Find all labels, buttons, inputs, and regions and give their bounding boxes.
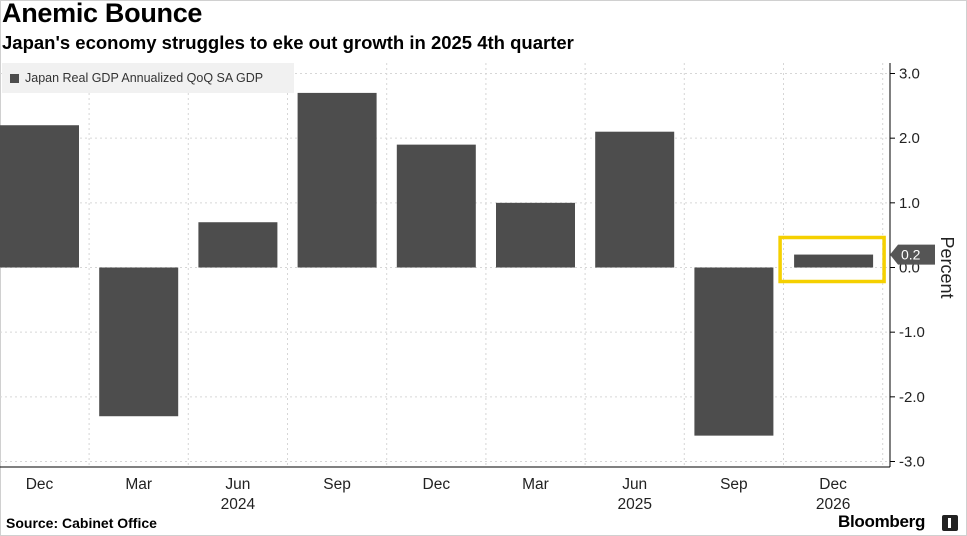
x-tick-label-7: Sep: [720, 476, 748, 493]
y-axis-label: Percent: [937, 236, 957, 298]
last-value-label: 0.2: [901, 247, 921, 263]
x-tick-label-0: Dec: [26, 476, 54, 493]
x-tick-label-2: Jun: [225, 476, 250, 493]
bar-1: [99, 267, 179, 417]
y-tick-label-4: -1.0: [899, 324, 925, 341]
bar-4: [396, 144, 476, 268]
y-tick-label-0: 3.0: [899, 66, 920, 83]
bloomberg-icon: [942, 515, 958, 531]
legend-swatch: [10, 73, 19, 83]
x-year-label-2: 2026: [816, 496, 850, 513]
brand-logo-text: Bloomberg: [838, 512, 926, 531]
chart-subtitle: Japan's economy struggles to eke out gro…: [2, 32, 574, 53]
y-tick-label-5: -2.0: [899, 389, 925, 406]
source-note: Source: Cabinet Office: [6, 515, 157, 531]
x-tick-label-4: Dec: [423, 476, 451, 493]
chart-title: Anemic Bounce: [2, 0, 203, 28]
bar-3: [297, 92, 377, 268]
y-tick-label-6: -3.0: [899, 454, 925, 471]
legend-label: Japan Real GDP Annualized QoQ SA GDP: [25, 71, 264, 85]
x-tick-label-8: Dec: [819, 476, 847, 493]
x-tick-label-6: Jun: [622, 476, 647, 493]
y-tick-label-2: 1.0: [899, 195, 920, 212]
x-tick-label-5: Mar: [522, 476, 549, 493]
legend: Japan Real GDP Annualized QoQ SA GDP: [2, 63, 294, 93]
y-tick-label-1: 2.0: [899, 130, 920, 147]
bar-8: [794, 254, 874, 268]
x-tick-label-3: Sep: [323, 476, 351, 493]
bar-7: [694, 267, 774, 436]
last-value-flag: [890, 244, 935, 265]
x-tick-label-1: Mar: [125, 476, 152, 493]
bar-2: [198, 222, 278, 268]
bar-6: [595, 131, 675, 268]
bar-0: [0, 125, 79, 268]
bar-5: [496, 202, 575, 268]
highlight-box: [778, 235, 886, 284]
x-year-label-1: 2025: [617, 496, 651, 513]
x-year-label-0: 2024: [221, 496, 256, 513]
